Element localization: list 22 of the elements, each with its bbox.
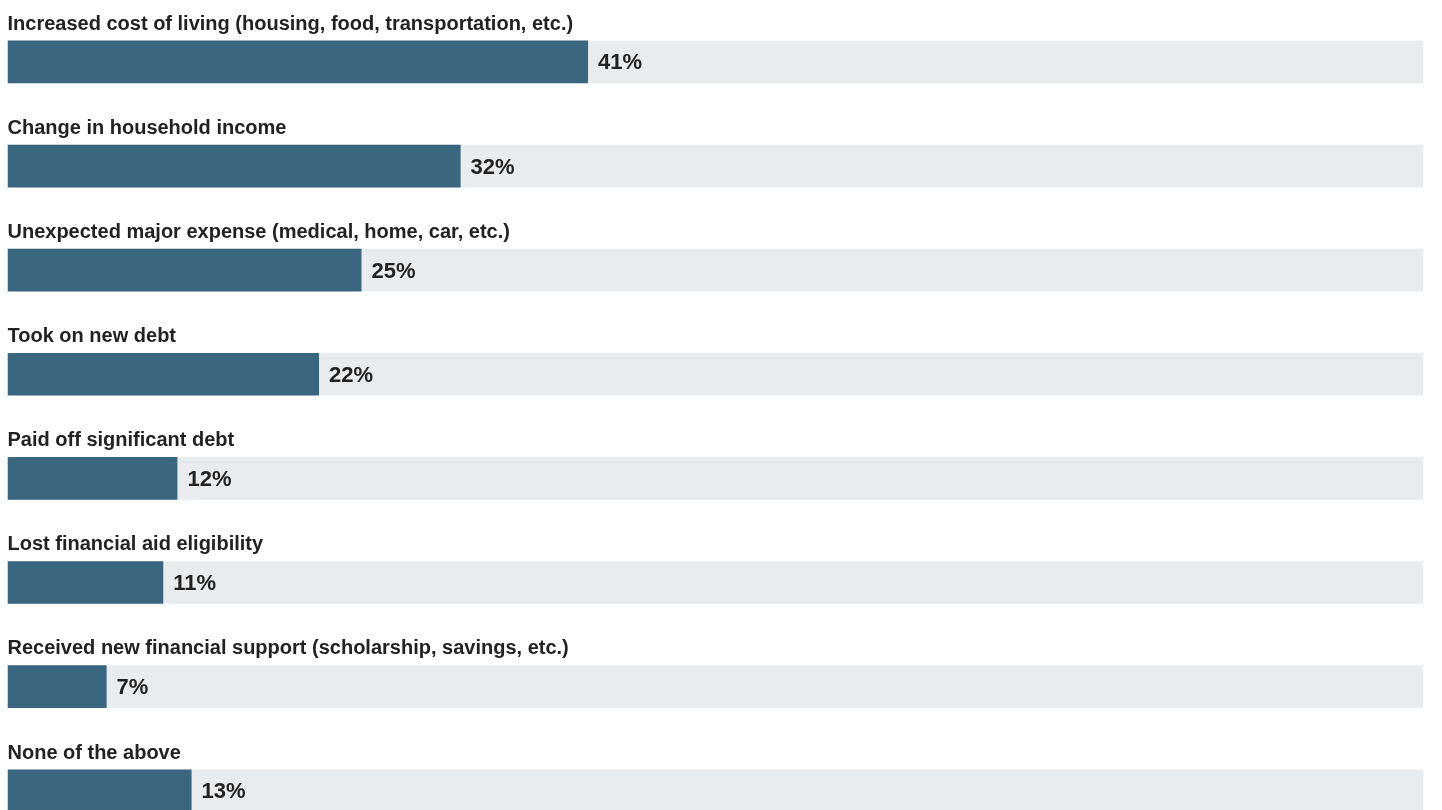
data-label: 41% — [598, 49, 643, 75]
data-label: 7% — [116, 674, 149, 700]
bar — [7, 248, 362, 292]
y-tick-label: None of the above — [7, 740, 181, 763]
data-label: 12% — [187, 465, 232, 491]
data-label: 32% — [470, 153, 515, 179]
bar — [7, 144, 461, 188]
y-tick-label: Took on new debt — [7, 324, 177, 347]
bar — [7, 457, 178, 500]
y-tick-label: Lost financial aid eligibility — [7, 532, 264, 555]
y-tick-label: Change in household income — [7, 115, 287, 138]
y-tick-label: Increased cost of living (housing, food, transportation, etc.) — [7, 11, 574, 34]
y-tick-label: Received new financial support (scholarship, savings, etc.) — [7, 636, 569, 659]
data-label: 11% — [173, 569, 217, 595]
y-tick-label: Paid off significant debt — [7, 428, 235, 451]
y-tick-label: Unexpected major expense (medical, home, car, etc.) — [7, 220, 510, 243]
data-label: 13% — [201, 778, 246, 804]
bar — [7, 561, 164, 604]
bar — [7, 665, 107, 708]
bar — [7, 352, 320, 396]
data-label: 22% — [329, 361, 374, 387]
data-label: 25% — [371, 257, 416, 283]
